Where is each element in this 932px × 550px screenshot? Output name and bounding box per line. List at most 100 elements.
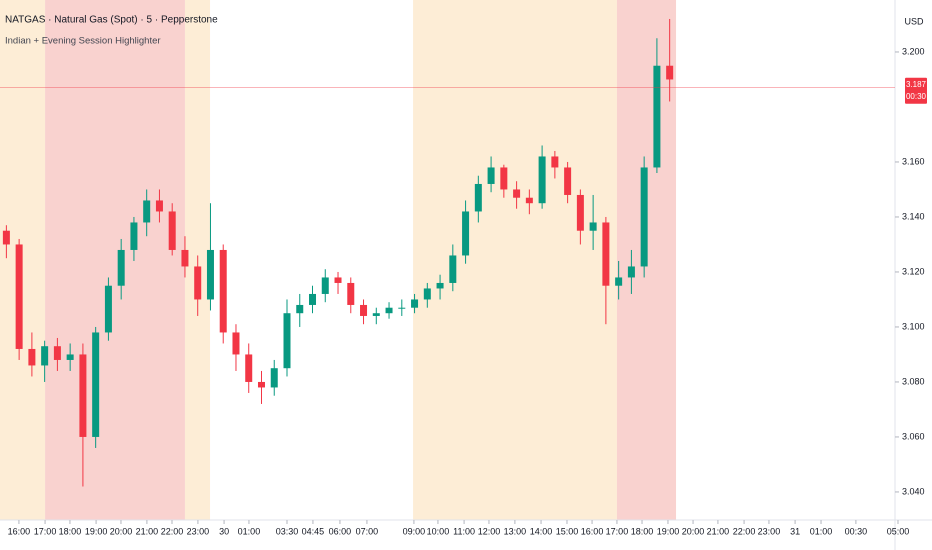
x-tick-label: 14:00 (530, 526, 553, 536)
candle-body (79, 354, 87, 437)
candle-body (334, 277, 342, 283)
candle-body (398, 307, 406, 309)
candle-body (372, 313, 380, 316)
x-tick-label: 20:00 (110, 526, 133, 536)
candle-body (653, 65, 661, 168)
x-tick-label: 00:30 (845, 526, 868, 536)
session-band (413, 0, 617, 520)
candle-body (627, 266, 635, 278)
x-tick-label: 12:00 (478, 526, 501, 536)
x-tick-label: 04:45 (302, 526, 325, 536)
candle-body (155, 200, 163, 212)
y-tick-label: 3.060 (902, 431, 925, 441)
x-tick-label: 11:00 (453, 526, 475, 536)
candle-body (347, 282, 355, 305)
x-tick-label: 09:00 (403, 526, 426, 536)
x-tick-label: 23:00 (758, 526, 781, 536)
candle-body (15, 244, 23, 349)
x-tick-label: 05:00 (887, 526, 910, 536)
x-tick-label: 18:00 (59, 526, 82, 536)
candle-body (436, 282, 444, 289)
candle-body (474, 183, 482, 212)
candle-body (104, 285, 112, 333)
candle-body (551, 156, 559, 168)
x-tick-label: 16:00 (581, 526, 604, 536)
x-tick-label: 21:00 (707, 526, 730, 536)
indicator-name: Indian + Evening Session Highlighter (5, 36, 161, 47)
candle-body (411, 299, 419, 308)
x-tick-label: 17:00 (606, 526, 629, 536)
currency[interactable]: USD (904, 16, 924, 26)
x-tick-label: 13:00 (504, 526, 527, 536)
candle-body (360, 304, 368, 316)
countdown-label: 00:30 (906, 92, 927, 101)
candle-body (53, 346, 61, 360)
candle-body (487, 167, 495, 184)
candle-body (538, 156, 546, 204)
candle-body (219, 249, 227, 333)
x-tick-label: 31 (790, 526, 800, 536)
candle-body (168, 211, 176, 250)
candle-body (66, 354, 74, 360)
candle-body (321, 277, 329, 294)
candle-body (41, 346, 49, 366)
candle-body (283, 313, 291, 369)
y-tick-label: 3.100 (902, 321, 925, 331)
x-tick-label: 18:00 (631, 526, 654, 536)
x-tick-label: 30 (219, 526, 229, 536)
candle-body (194, 266, 202, 300)
y-tick-label: 3.140 (902, 211, 925, 221)
x-tick-label: 01:00 (238, 526, 261, 536)
x-tick-label: 22:00 (733, 526, 756, 536)
session-band (45, 0, 185, 520)
x-tick-label: 01:00 (810, 526, 833, 536)
candle-body (576, 194, 584, 231)
candle-layer (2, 18, 674, 487)
candle-body (257, 381, 265, 388)
x-tick-label: 22:00 (161, 526, 184, 536)
y-tick-label: 3.120 (902, 266, 925, 276)
x-tick-label: 17:00 (34, 526, 57, 536)
candle-body (206, 249, 214, 300)
candle-body (640, 167, 648, 267)
candle-body (245, 354, 253, 382)
candle-body (385, 307, 393, 314)
candle-body (513, 189, 521, 198)
candle-body (564, 167, 572, 195)
candle-body (615, 277, 623, 286)
candle-body (423, 288, 431, 300)
candle-body (525, 197, 533, 204)
candle-body (232, 332, 240, 355)
candle-body (296, 304, 304, 314)
y-tick-label: 3.200 (902, 46, 925, 56)
candle-body (181, 249, 189, 267)
y-tick-label: 3.040 (902, 486, 925, 496)
candle-body (117, 249, 125, 286)
y-tick-label: 3.160 (902, 156, 925, 166)
candle-body (500, 167, 508, 190)
x-tick-label: 21:00 (136, 526, 159, 536)
x-tick-label: 03:30 (276, 526, 299, 536)
last-price-label: 3.187 (906, 80, 927, 89)
candle-body (462, 211, 470, 256)
x-tick-label: 20:00 (682, 526, 705, 536)
candle-body (270, 368, 278, 388)
chart-title: NATGAS · Natural Gas (Spot) · 5 · Pepper… (5, 15, 218, 26)
candle-body (602, 222, 610, 286)
y-tick-label: 3.080 (902, 376, 925, 386)
x-tick-label: 15:00 (556, 526, 579, 536)
candle-body (2, 230, 10, 245)
candle-body (449, 255, 457, 283)
x-tick-label: 19:00 (85, 526, 108, 536)
candle-body (589, 222, 597, 231)
x-tick-label: 07:00 (356, 526, 379, 536)
x-tick-label: 19:00 (657, 526, 680, 536)
candle-body (92, 332, 100, 437)
last-price-box (905, 77, 927, 104)
session-layer (0, 0, 677, 520)
candle-body (130, 222, 138, 250)
x-tick-label: 06:00 (329, 526, 352, 536)
candle-body (666, 65, 674, 80)
x-tick-label: 16:00 (8, 526, 31, 536)
